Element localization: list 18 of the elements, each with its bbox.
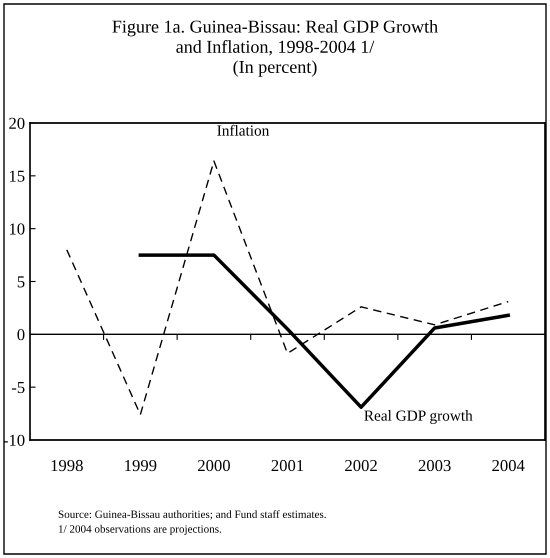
series-label: Inflation	[217, 124, 270, 136]
x-tick-label: 1999	[125, 460, 156, 472]
y-tick-label: -10	[4, 434, 25, 446]
source-note: Source: Guinea-Bissau authorities; and Fund staff estimates. 1/ 2004 observations are projections.	[58, 510, 326, 535]
x-tick-label: 2002	[345, 460, 377, 472]
y-tick-label: 15	[10, 170, 24, 182]
x-tick-label: 2001	[272, 460, 304, 472]
y-tick-label: -5	[12, 382, 24, 394]
x-tick-label: 2003	[418, 460, 451, 472]
y-tick-label: 10	[10, 223, 25, 235]
y-tick-label: 20	[9, 118, 25, 129]
x-tick-label: 2000	[198, 460, 230, 472]
y-tick-label: 5	[18, 276, 24, 288]
series-label: Real GDP growth	[364, 410, 473, 424]
x-tick-label: 1998	[52, 460, 83, 472]
x-tick-label: 2004	[492, 460, 525, 472]
y-tick-label: 0	[17, 329, 25, 340]
chart-title: Figure 1a. Guinea-Bissau: Real GDP Growth and Inflation, 1998-2004 1/ (In percent)	[112, 20, 438, 77]
